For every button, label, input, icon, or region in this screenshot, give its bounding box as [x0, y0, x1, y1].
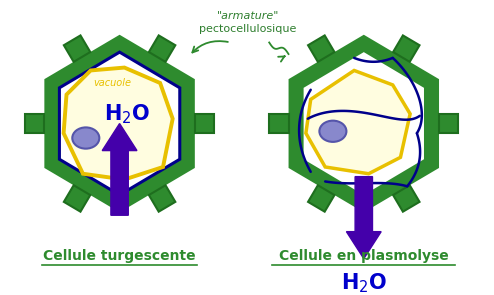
Text: Cellule turgescente: Cellule turgescente — [43, 249, 196, 263]
Polygon shape — [64, 68, 173, 180]
Ellipse shape — [320, 121, 346, 142]
Text: vacuole: vacuole — [93, 78, 131, 88]
Polygon shape — [195, 114, 214, 133]
FancyArrow shape — [102, 124, 137, 215]
Text: Cellule en plasmolyse: Cellule en plasmolyse — [279, 249, 449, 263]
Polygon shape — [393, 35, 419, 62]
Polygon shape — [269, 114, 288, 133]
Text: pectocellulosique: pectocellulosique — [199, 24, 297, 34]
Polygon shape — [308, 185, 334, 212]
Polygon shape — [439, 114, 458, 133]
Polygon shape — [149, 35, 175, 62]
Polygon shape — [64, 35, 90, 62]
Text: H$_2$O: H$_2$O — [341, 271, 387, 295]
Polygon shape — [308, 35, 334, 62]
Polygon shape — [64, 185, 90, 212]
Polygon shape — [25, 114, 44, 133]
Ellipse shape — [72, 127, 99, 149]
Text: H$_2$O: H$_2$O — [104, 102, 150, 126]
Polygon shape — [393, 185, 419, 212]
Polygon shape — [149, 185, 175, 212]
Polygon shape — [304, 52, 424, 195]
Polygon shape — [306, 71, 410, 174]
Polygon shape — [59, 52, 180, 195]
FancyArrow shape — [346, 177, 381, 259]
Text: "armature": "armature" — [217, 11, 279, 21]
Polygon shape — [44, 35, 195, 212]
Polygon shape — [288, 35, 439, 212]
